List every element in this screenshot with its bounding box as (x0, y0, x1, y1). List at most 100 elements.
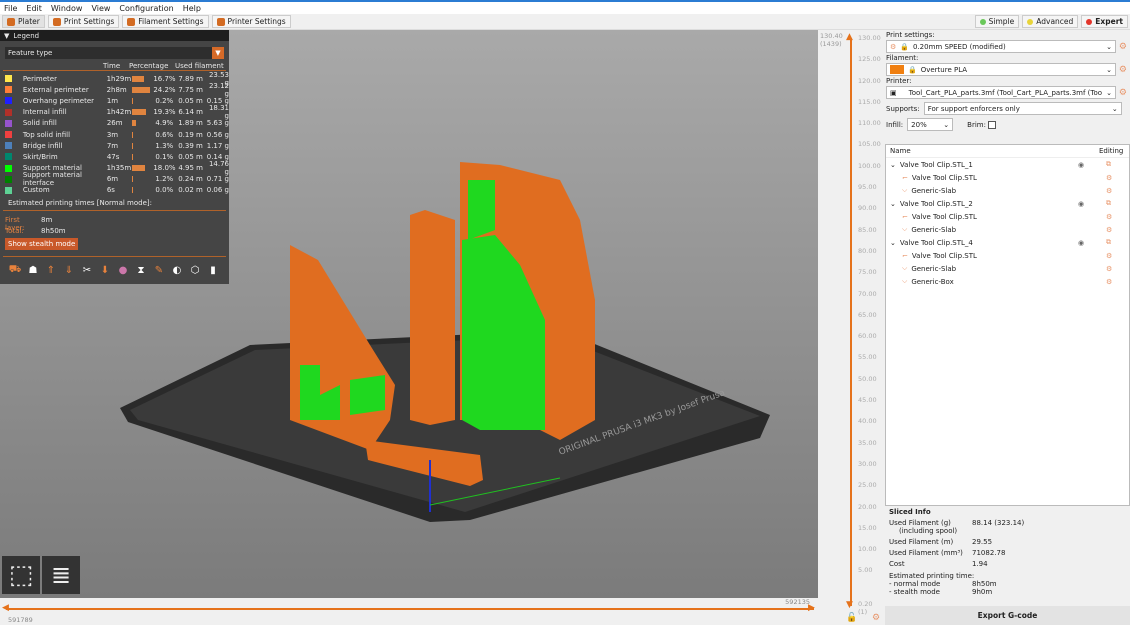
legend-item[interactable]: Overhang perimeter 1m 0.2% 0.05 m 0.15 g (0, 95, 229, 106)
option-icons: ⛟ ☗ ⇑ ⇓ ✂ ⬇ ● ⧗ ✎ ◐ ⬡ ▮ (3, 256, 226, 277)
legend-item[interactable]: Bridge infill 7m 1.3% 0.39 m 1.17 g (0, 140, 229, 151)
legend-item[interactable]: Support material 1h35m 18.0% 4.95 m 14.76 g (0, 160, 229, 176)
legend-item[interactable]: Custom 6s 0.0% 0.02 m 0.06 g (0, 185, 229, 196)
object-row[interactable]: ⌄ Valve Tool Clip.STL_2 ◉ ⧉ (886, 197, 1129, 210)
legend-header[interactable]: ▼ Legend (0, 30, 229, 41)
slider-tick: 30.00 (858, 459, 877, 468)
view-type-select[interactable]: Feature type ▼ (5, 47, 224, 59)
part-row[interactable]: ⌐ Valve Tool Clip.STL ⚙ (886, 210, 1129, 223)
shells-icon[interactable]: ⬡ (190, 264, 200, 276)
filament-combo[interactable]: 🔒 Overture PLA ⌄ (886, 63, 1116, 76)
part-row[interactable]: ⌵ Generic-Slab ⚙ (886, 223, 1129, 236)
layer-slider[interactable]: 130.40 (1439) ▲ ▼ 130.00 125.00 120.00 115.0… (818, 30, 884, 625)
gear-icon[interactable]: ⚙ (1118, 87, 1127, 98)
legend-item[interactable]: Skirt/Brim 47s 0.1% 0.05 m 0.14 g (0, 151, 229, 162)
chevron-down-icon[interactable]: ⌄ (890, 160, 896, 169)
deretractions-icon[interactable]: ⇓ (64, 264, 74, 276)
menu-window[interactable]: Window (50, 3, 83, 13)
mode-expert[interactable]: Expert (1081, 15, 1128, 28)
object-name: Valve Tool Clip.STL_4 (899, 238, 973, 247)
menu-file[interactable]: File (4, 3, 18, 13)
gear-icon[interactable]: ⚙ (872, 613, 881, 623)
lock-icon[interactable]: 🔓 (846, 613, 858, 623)
tool-marker-icon[interactable]: ▮ (210, 264, 216, 276)
chevron-down-icon: ⌄ (1111, 104, 1118, 113)
gear-icon[interactable]: ⚙ (1106, 277, 1113, 286)
gcode-slider[interactable]: 592135 ◀ ▶ 591789 (0, 598, 818, 625)
view-toggle: ⬚ ≣ (2, 556, 80, 594)
center-of-gravity-icon[interactable]: ◐ (172, 264, 182, 276)
supports-combo[interactable]: For support enforcers only ⌄ (923, 102, 1122, 115)
add-part-icon[interactable]: ⧉ (1106, 160, 1111, 168)
show-stealth-mode-button[interactable]: Show stealth mode (5, 238, 79, 251)
menu-configuration[interactable]: Configuration (119, 3, 174, 13)
legend-item[interactable]: Solid infill 26m 4.9% 1.89 m 5.63 g (0, 118, 229, 129)
legend-item[interactable]: External perimeter 2h8m 24.2% 7.75 m 23.12 g (0, 82, 229, 98)
mode-advanced[interactable]: Advanced (1022, 15, 1079, 28)
print-settings-combo[interactable]: ⚙ 🔒 0.20mm SPEED (modified) ⌄ (886, 40, 1116, 53)
pause-icon[interactable]: ⧗ (137, 264, 145, 276)
custom-gcode-icon[interactable]: ✎ (154, 264, 164, 276)
chevron-down-icon: ⌄ (1106, 42, 1112, 51)
slider-tick: 5.00 (858, 566, 873, 575)
part-row[interactable]: ⌐ Valve Tool Clip.STL ⚙ (886, 249, 1129, 262)
left-thumb[interactable]: ◀ (2, 603, 9, 613)
eye-icon[interactable]: ◉ (1078, 160, 1085, 169)
filament-color-swatch[interactable] (890, 65, 904, 74)
seams-icon[interactable]: ✂ (82, 264, 92, 276)
slider-track[interactable] (6, 608, 814, 610)
gear-icon[interactable]: ⚙ (1106, 251, 1113, 260)
menu-edit[interactable]: Edit (26, 3, 42, 13)
lower-thumb[interactable]: ▼ (846, 600, 853, 610)
legend-pct: 0.2% (155, 96, 174, 105)
legend-item[interactable]: Internal infill 1h42m 19.3% 6.14 m 18.31 g (0, 104, 229, 120)
infill-combo[interactable]: 20% ⌄ (907, 118, 954, 131)
legend-item[interactable]: Top solid infill 3m 0.6% 0.19 m 0.56 g (0, 129, 229, 140)
wipe-icon[interactable]: ☗ (28, 264, 38, 276)
3d-viewport[interactable]: ORIGINAL PRUSA i3 MK3 by Josef Prusa ⬚ ≣ (0, 30, 818, 598)
gear-icon[interactable]: ⚙ (1118, 41, 1127, 52)
slider-tick: 55.00 (858, 353, 877, 362)
chevron-down-icon[interactable]: ⌄ (890, 238, 896, 247)
menu-view[interactable]: View (91, 3, 111, 13)
legend-item[interactable]: Support material interface 6m 1.2% 0.24 m 0.… (0, 171, 229, 187)
object-row[interactable]: ⌄ Valve Tool Clip.STL_1 ◉ ⧉ (886, 158, 1129, 171)
chevron-down-icon[interactable]: ⌄ (890, 199, 896, 208)
slider-tick: 25.00 (858, 481, 877, 490)
menu-help[interactable]: Help (182, 3, 201, 13)
add-part-icon[interactable]: ⧉ (1106, 199, 1111, 207)
export-gcode-button[interactable]: Export G-code (885, 606, 1130, 625)
printer-combo[interactable]: ▣ Tool_Cart_PLA_parts.3mf (Tool_Cart_PLA_… (886, 86, 1116, 99)
gear-icon[interactable]: ⚙ (1118, 64, 1127, 75)
part-row[interactable]: ⌵ Generic-Slab ⚙ (886, 262, 1129, 275)
preview-layers-icon[interactable]: ≣ (42, 556, 80, 594)
upper-thumb[interactable]: ▲ (846, 32, 853, 42)
mode-simple[interactable]: Simple (974, 15, 1020, 28)
legend-m: 0.24 m (178, 175, 203, 184)
color-changes-icon[interactable]: ● (118, 264, 128, 276)
travel-icon[interactable]: ⛟ (8, 263, 22, 275)
legend-item[interactable]: Perimeter 1h29m 16.7% 7.89 m 23.53 g (0, 71, 229, 87)
tool-changes-icon[interactable]: ⬇ (100, 264, 110, 276)
gear-icon[interactable]: ⚙ (1106, 212, 1113, 221)
right-thumb[interactable]: ▶ (808, 603, 815, 613)
tab-filament-settings[interactable]: Filament Settings (122, 15, 209, 28)
eye-icon[interactable]: ◉ (1078, 238, 1085, 247)
retractions-icon[interactable]: ⇑ (46, 264, 56, 276)
object-row[interactable]: ⌄ Valve Tool Clip.STL_4 ◉ ⧉ (886, 236, 1129, 249)
gear-icon[interactable]: ⚙ (1106, 225, 1113, 234)
part-row[interactable]: ⌐ Valve Tool Clip.STL ⚙ (886, 171, 1129, 184)
gear-icon[interactable]: ⚙ (1106, 173, 1113, 182)
3d-view-icon[interactable]: ⬚ (2, 556, 40, 594)
tab-plater[interactable]: Plater (2, 15, 45, 28)
part-row[interactable]: ⌵ Generic-Slab ⚙ (886, 184, 1129, 197)
gear-icon[interactable]: ⚙ (1106, 186, 1113, 195)
brim-checkbox[interactable] (987, 120, 996, 129)
tab-printer-settings[interactable]: Printer Settings (211, 15, 291, 28)
tab-print-settings[interactable]: Print Settings (47, 15, 120, 28)
gear-icon[interactable]: ⚙ (1106, 264, 1113, 273)
add-part-icon[interactable]: ⧉ (1106, 238, 1111, 246)
slider-track[interactable] (850, 38, 852, 606)
eye-icon[interactable]: ◉ (1078, 199, 1085, 208)
part-row[interactable]: ⌵ Generic-Box ⚙ (886, 275, 1129, 288)
